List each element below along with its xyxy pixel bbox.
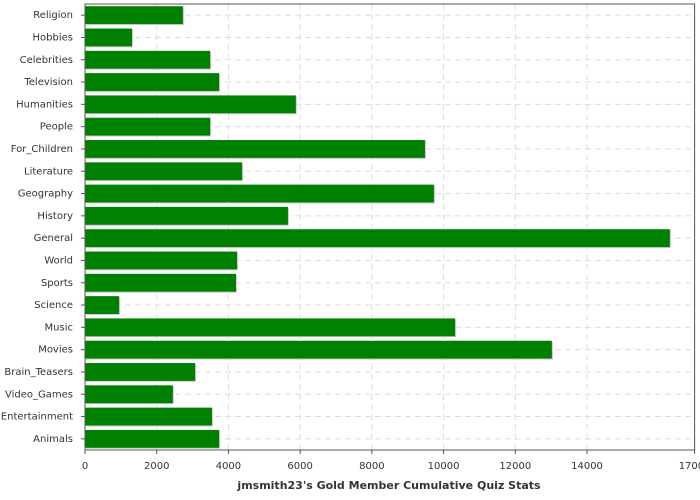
plot-border (84, 3, 696, 451)
bar (85, 73, 220, 91)
y-tick-label: People (40, 122, 73, 133)
bar (85, 206, 288, 225)
bar (85, 429, 220, 448)
bar (85, 28, 132, 47)
y-tick-label: Animals (33, 434, 73, 445)
bar (85, 340, 552, 359)
bar (85, 95, 296, 114)
y-tick-label: Humanities (16, 99, 73, 110)
bar (85, 296, 120, 314)
x-tick-label: 10000 (428, 461, 460, 472)
y-tick-label: Literature (24, 166, 73, 177)
y-tick-label: General (34, 233, 73, 244)
bar (85, 117, 211, 136)
bar (85, 318, 456, 337)
y-tick-label: Video_Games (5, 389, 73, 400)
y-tick-label: Geography (18, 189, 73, 200)
x-tick-label: 14000 (571, 461, 603, 472)
x-tick-label: 0 (82, 461, 88, 472)
y-tick-label: Entertainment (1, 412, 73, 423)
bar (85, 363, 196, 381)
x-tick-label: 17000 (679, 461, 700, 472)
x-tick-label: 8000 (359, 461, 384, 472)
x-tick-label: 6000 (287, 461, 312, 472)
y-tick-label: Celebrities (20, 55, 73, 66)
bar (85, 6, 183, 25)
y-tick-label: History (37, 211, 73, 222)
x-tick-label: 4000 (216, 461, 241, 472)
y-tick-label: Science (34, 300, 73, 311)
bar (85, 229, 670, 248)
y-tick-label: Music (45, 322, 73, 333)
y-tick-label: Hobbies (33, 32, 73, 43)
bar (85, 385, 173, 404)
y-tick-label: World (44, 255, 73, 266)
x-tick-label: 12000 (499, 461, 531, 472)
x-tick-label: 2000 (144, 461, 169, 472)
bar (85, 407, 212, 426)
y-tick-label: Movies (38, 345, 73, 356)
plot-area (85, 4, 695, 450)
y-tick-label: For_Children (11, 144, 73, 155)
y-tick-label: Sports (41, 278, 73, 289)
bar (85, 251, 238, 270)
chart-title: jmsmith23's Gold Member Cumulative Quiz … (236, 479, 541, 492)
bar (85, 162, 243, 181)
bar (85, 273, 236, 292)
y-tick-label: Television (23, 77, 73, 88)
bar (85, 184, 434, 203)
y-tick-label: Religion (33, 10, 73, 21)
bar (85, 50, 211, 69)
y-tick-label: Brain_Teasers (4, 367, 73, 378)
bar (85, 140, 425, 158)
